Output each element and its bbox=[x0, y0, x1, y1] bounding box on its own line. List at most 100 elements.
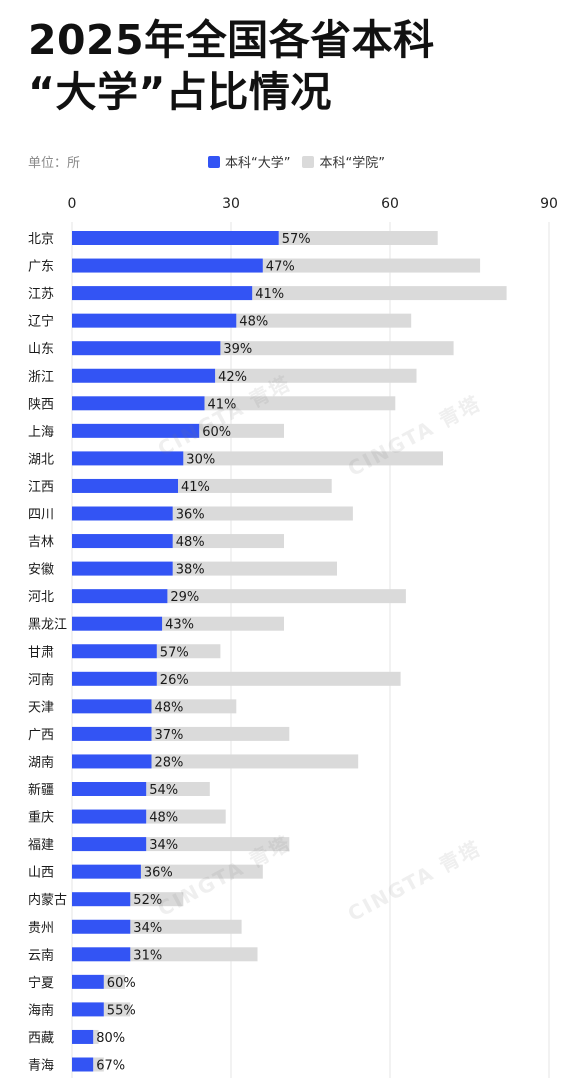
bar-university-21 bbox=[72, 809, 147, 824]
data-label: 48% bbox=[239, 315, 268, 330]
category-label: 宁夏 bbox=[28, 975, 54, 991]
category-label: 山东 bbox=[28, 342, 54, 357]
bar-university-6 bbox=[72, 396, 205, 411]
bar-college-28 bbox=[103, 1002, 131, 1017]
legend-item-university: 本科“大学” bbox=[208, 152, 290, 171]
category-label: 云南 bbox=[28, 947, 54, 963]
bar-university-2 bbox=[72, 286, 253, 301]
bar-college-20 bbox=[146, 782, 210, 796]
category-label: 天津 bbox=[28, 700, 54, 715]
bar-university-29 bbox=[72, 1029, 94, 1044]
bar-college-9 bbox=[178, 478, 332, 493]
bar-college-0 bbox=[278, 231, 438, 245]
data-label: 52% bbox=[133, 893, 162, 908]
category-label: 江西 bbox=[28, 480, 54, 495]
category-label: 陕西 bbox=[28, 397, 54, 412]
bar-college-24 bbox=[130, 892, 184, 907]
bar-college-26 bbox=[130, 947, 258, 962]
category-label: 甘肃 bbox=[28, 645, 54, 660]
bar-college-30 bbox=[93, 1057, 104, 1072]
category-label: 浙江 bbox=[28, 370, 54, 385]
data-label: 30% bbox=[186, 452, 215, 467]
bar-university-14 bbox=[72, 616, 163, 631]
bar-college-17 bbox=[151, 699, 237, 714]
bar-university-3 bbox=[72, 313, 237, 328]
x-tick-label: 90 bbox=[540, 196, 558, 212]
bar-college-29 bbox=[93, 1029, 99, 1044]
bar-university-11 bbox=[72, 534, 173, 549]
data-label: 47% bbox=[266, 260, 295, 275]
data-label: 34% bbox=[149, 838, 178, 853]
bar-university-5 bbox=[72, 368, 216, 383]
bar-college-2 bbox=[252, 286, 507, 301]
category-label: 上海 bbox=[28, 425, 54, 440]
category-label: 湖南 bbox=[28, 754, 54, 770]
bar-university-12 bbox=[72, 561, 173, 576]
category-label: 新疆 bbox=[28, 782, 54, 798]
unit-label: 单位：所 bbox=[28, 156, 81, 171]
category-label: 重庆 bbox=[28, 810, 54, 826]
bar-college-16 bbox=[156, 671, 401, 686]
bar-university-4 bbox=[72, 341, 221, 356]
category-label: 江苏 bbox=[28, 286, 54, 302]
bar-university-30 bbox=[72, 1057, 94, 1072]
data-label: 41% bbox=[208, 397, 237, 412]
bar-college-15 bbox=[156, 644, 221, 659]
bar-university-24 bbox=[72, 892, 131, 907]
category-label: 黑龙江 bbox=[28, 618, 67, 633]
bar-college-13 bbox=[167, 589, 406, 604]
bar-college-12 bbox=[172, 561, 337, 576]
data-label: 67% bbox=[96, 1059, 125, 1074]
data-label: 48% bbox=[176, 535, 205, 550]
bar-college-14 bbox=[162, 616, 284, 631]
data-label: 42% bbox=[218, 370, 247, 385]
x-tick-label: 60 bbox=[381, 196, 399, 212]
category-label: 广西 bbox=[28, 728, 54, 743]
bar-college-3 bbox=[236, 313, 412, 328]
bar-university-0 bbox=[72, 231, 279, 245]
title-line-2: “大学”占比情况 bbox=[28, 68, 332, 116]
bar-college-6 bbox=[204, 396, 396, 411]
bar-university-9 bbox=[72, 478, 178, 493]
legend-swatch-university bbox=[208, 155, 220, 168]
bar-college-11 bbox=[172, 534, 284, 549]
bar-university-1 bbox=[72, 258, 263, 273]
category-label: 青海 bbox=[28, 1059, 54, 1074]
bar-university-15 bbox=[72, 644, 157, 659]
data-label: 36% bbox=[144, 866, 173, 881]
bar-college-25 bbox=[130, 919, 242, 934]
category-label: 福建 bbox=[28, 838, 54, 853]
bar-university-8 bbox=[72, 451, 184, 466]
data-label: 38% bbox=[176, 563, 205, 578]
bar-college-4 bbox=[220, 341, 454, 356]
x-tick-label: 0 bbox=[68, 196, 77, 212]
category-label: 河南 bbox=[28, 672, 54, 688]
data-label: 48% bbox=[155, 700, 184, 715]
bar-college-19 bbox=[151, 754, 359, 769]
category-label: 吉林 bbox=[28, 535, 54, 550]
legend-label-university: 本科“大学” bbox=[225, 156, 291, 171]
bar-university-16 bbox=[72, 671, 157, 686]
data-label: 55% bbox=[107, 1003, 136, 1018]
data-label: 29% bbox=[170, 590, 199, 605]
legend-swatch-college bbox=[302, 155, 315, 168]
chart-title: 2025年全国各省本科 “大学”占比情况 bbox=[28, 14, 435, 118]
category-label: 海南 bbox=[28, 1002, 54, 1018]
bar-college-22 bbox=[146, 837, 290, 852]
bar-university-18 bbox=[72, 726, 152, 741]
bar-university-17 bbox=[72, 699, 152, 714]
bar-university-20 bbox=[72, 782, 147, 796]
category-label: 西藏 bbox=[28, 1031, 54, 1046]
category-label: 四川 bbox=[28, 508, 54, 523]
bar-college-18 bbox=[151, 726, 290, 741]
data-label: 28% bbox=[155, 755, 184, 770]
category-label: 湖北 bbox=[28, 452, 54, 467]
bar-college-7 bbox=[199, 423, 284, 438]
bar-university-28 bbox=[72, 1002, 104, 1017]
bar-university-26 bbox=[72, 947, 131, 962]
bar-college-5 bbox=[215, 368, 417, 383]
category-label: 北京 bbox=[28, 232, 54, 247]
bar-university-7 bbox=[72, 423, 200, 438]
data-label: 41% bbox=[181, 480, 210, 495]
